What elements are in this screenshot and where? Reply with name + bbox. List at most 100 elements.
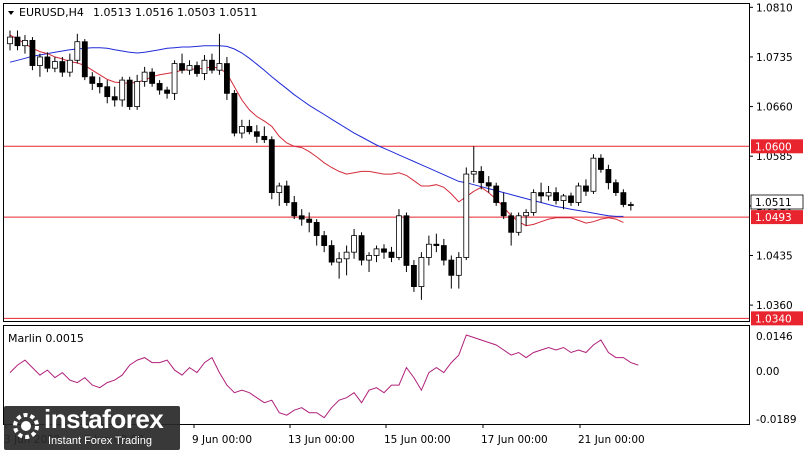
candle — [119, 76, 126, 107]
candle — [575, 182, 582, 206]
price-tick-label: 1.0360 — [756, 300, 793, 312]
dropdown-arrow-icon[interactable] — [8, 11, 14, 15]
candle — [246, 119, 253, 135]
price-tick-label: 1.0660 — [756, 102, 793, 114]
bull-candle-body — [216, 63, 223, 71]
bull-candle-body — [22, 39, 28, 47]
candle — [485, 176, 492, 193]
bear-candle-body — [321, 235, 328, 246]
level-tag — [751, 139, 803, 154]
candle — [216, 33, 223, 75]
candle — [253, 125, 260, 143]
candle — [568, 192, 574, 206]
candle — [598, 154, 604, 173]
bull-candle-body — [238, 126, 245, 134]
bear-candle-body — [478, 171, 485, 184]
bull-candle-body — [418, 257, 425, 287]
bear-candle-body — [433, 243, 440, 246]
bear-candle-body — [96, 83, 103, 88]
bull-candle-body — [530, 192, 537, 213]
candle — [358, 232, 365, 266]
watermark-tagline: Instant Forex Trading — [48, 435, 152, 447]
candle — [343, 245, 350, 276]
bear-candle-body — [500, 202, 507, 217]
bear-candle-body — [111, 96, 118, 101]
level-tags: 1.0600 1.0493 1.0340 — [751, 139, 803, 326]
bear-candle-body — [246, 126, 253, 133]
candle — [126, 76, 133, 110]
bull-candle-body — [575, 185, 582, 203]
bear-candle-body — [388, 251, 395, 258]
candle — [508, 212, 515, 246]
time-tick-label: 17 Jun 00:00 — [481, 434, 548, 446]
bull-candle-body — [171, 63, 178, 94]
bear-candle-body — [313, 221, 320, 237]
bull-candle-body — [343, 251, 350, 260]
blue-moving-average — [9, 45, 624, 217]
bear-candle-body — [104, 86, 111, 98]
candle — [515, 212, 522, 236]
candle — [373, 245, 380, 263]
bear-candle-body — [381, 248, 387, 253]
price-panel-frame — [3, 3, 750, 322]
bear-candle-body — [209, 59, 215, 71]
candle — [455, 252, 462, 289]
watermark-brand: instaforex — [44, 404, 164, 434]
marlin-indicator — [9, 334, 639, 419]
candle — [231, 90, 238, 137]
bull-candle-body — [66, 59, 73, 73]
candle — [403, 212, 410, 273]
bull-candle-body — [276, 185, 283, 194]
candle — [448, 255, 455, 289]
candle — [553, 187, 559, 205]
candle — [268, 136, 275, 200]
bull-candle-body — [373, 248, 380, 256]
level-tag-label: 1.0340 — [755, 313, 792, 325]
candle — [321, 230, 328, 253]
bear-candle-body — [59, 61, 66, 73]
bear-candle-body — [268, 139, 275, 194]
candle — [313, 219, 320, 246]
bear-candle-body — [224, 63, 230, 94]
candles — [7, 30, 634, 300]
bear-candle-body — [261, 135, 268, 141]
bear-candle-body — [306, 218, 313, 223]
bear-candle-body — [126, 79, 133, 107]
bear-candle-body — [44, 56, 51, 69]
bull-candle-body — [74, 41, 81, 61]
bear-candle-body — [440, 245, 447, 261]
bear-candle-body — [89, 76, 96, 84]
candle — [276, 182, 283, 206]
candle — [81, 39, 88, 81]
candle — [261, 126, 268, 143]
indicator-tick-zero: 0.00 — [756, 366, 779, 378]
candle — [14, 30, 21, 51]
candle — [627, 201, 634, 211]
candle — [388, 246, 395, 263]
candle — [411, 260, 417, 292]
candle — [186, 60, 193, 75]
candle — [96, 76, 103, 94]
candle — [179, 53, 185, 74]
bear-candle-body — [538, 192, 544, 197]
bear-candle-body — [568, 195, 574, 203]
candle — [463, 167, 470, 261]
candle — [381, 244, 387, 259]
bear-candle-body — [448, 259, 455, 276]
bear-candle-body — [156, 83, 163, 91]
candle — [89, 72, 96, 91]
time-tick-label: 9 Jun 00:00 — [192, 434, 252, 446]
bull-candle-body — [134, 81, 141, 107]
bull-candle-body — [560, 195, 567, 201]
bear-candle-body — [231, 92, 238, 134]
candle — [74, 33, 81, 64]
price-axis: 1.08101.07351.06601.05851.05101.04351.03… — [749, 2, 793, 312]
bear-candle-body — [627, 204, 634, 206]
bull-candle-body — [396, 215, 402, 258]
bull-candle-body — [523, 212, 530, 217]
price-tick-label: 1.0735 — [756, 52, 793, 64]
candle — [306, 212, 313, 233]
candle — [194, 61, 200, 77]
candle — [366, 252, 372, 273]
